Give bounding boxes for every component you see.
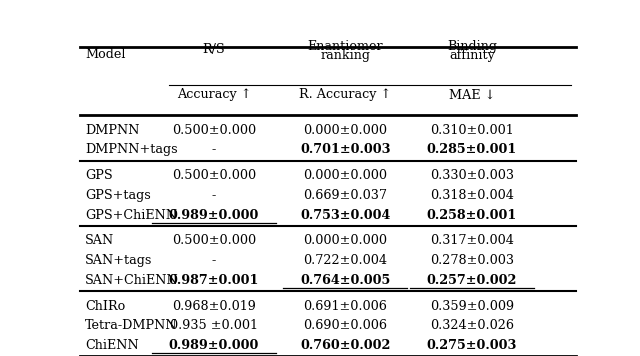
Text: 0.285±0.001: 0.285±0.001 — [427, 143, 517, 156]
Text: 0.318±0.004: 0.318±0.004 — [430, 189, 514, 202]
Text: affinity: affinity — [449, 49, 495, 62]
Text: 0.500±0.000: 0.500±0.000 — [172, 169, 256, 182]
Text: Binding: Binding — [447, 40, 497, 53]
Text: 0.000±0.000: 0.000±0.000 — [303, 234, 387, 247]
Text: Model: Model — [85, 48, 125, 61]
Text: 0.500±0.000: 0.500±0.000 — [172, 234, 256, 247]
Text: ranking: ranking — [321, 49, 371, 62]
Text: 0.691±0.006: 0.691±0.006 — [303, 299, 387, 313]
Text: SAN+tags: SAN+tags — [85, 254, 152, 267]
Text: 0.764±0.005: 0.764±0.005 — [300, 274, 390, 287]
Text: 0.701±0.003: 0.701±0.003 — [300, 143, 390, 156]
Text: 0.968±0.019: 0.968±0.019 — [172, 299, 256, 313]
Text: 0.989±0.000: 0.989±0.000 — [169, 209, 259, 221]
Text: 0.330±0.003: 0.330±0.003 — [430, 169, 514, 182]
Text: 0.278±0.003: 0.278±0.003 — [430, 254, 514, 267]
Text: -: - — [212, 143, 216, 156]
Text: Accuracy ↑: Accuracy ↑ — [177, 89, 251, 101]
Text: 0.753±0.004: 0.753±0.004 — [300, 209, 390, 221]
Text: 0.359±0.009: 0.359±0.009 — [430, 299, 514, 313]
Text: -: - — [212, 189, 216, 202]
Text: Enantiomer: Enantiomer — [308, 40, 383, 53]
Text: R/S: R/S — [203, 43, 225, 56]
Text: MAE ↓: MAE ↓ — [449, 89, 495, 101]
Text: 0.000±0.000: 0.000±0.000 — [303, 169, 387, 182]
Text: SAN+ChiENN: SAN+ChiENN — [85, 274, 179, 287]
Text: DMPNN+tags: DMPNN+tags — [85, 143, 177, 156]
Text: 0.987±0.001: 0.987±0.001 — [169, 274, 259, 287]
Text: ChiENN: ChiENN — [85, 339, 139, 352]
Text: 0.760±0.002: 0.760±0.002 — [300, 339, 390, 352]
Text: 0.275±0.003: 0.275±0.003 — [427, 339, 517, 352]
Text: 0.310±0.001: 0.310±0.001 — [430, 124, 514, 137]
Text: 0.722±0.004: 0.722±0.004 — [303, 254, 387, 267]
Text: 0.257±0.002: 0.257±0.002 — [427, 274, 517, 287]
Text: 0.690±0.006: 0.690±0.006 — [303, 319, 387, 332]
Text: GPS+ChiENN: GPS+ChiENN — [85, 209, 177, 221]
Text: GPS+tags: GPS+tags — [85, 189, 150, 202]
Text: SAN: SAN — [85, 234, 114, 247]
Text: 0.989±0.000: 0.989±0.000 — [169, 339, 259, 352]
Text: 0.258±0.001: 0.258±0.001 — [427, 209, 517, 221]
Text: 0.317±0.004: 0.317±0.004 — [430, 234, 514, 247]
Text: 0.000±0.000: 0.000±0.000 — [303, 124, 387, 137]
Text: GPS: GPS — [85, 169, 113, 182]
Text: 0.500±0.000: 0.500±0.000 — [172, 124, 256, 137]
Text: DMPNN: DMPNN — [85, 124, 140, 137]
Text: 0.669±0.037: 0.669±0.037 — [303, 189, 387, 202]
Text: 0.324±0.026: 0.324±0.026 — [430, 319, 514, 332]
Text: Tetra-DMPNN: Tetra-DMPNN — [85, 319, 177, 332]
Text: -: - — [212, 254, 216, 267]
Text: R. Accuracy ↑: R. Accuracy ↑ — [300, 89, 392, 101]
Text: 0.935 ±0.001: 0.935 ±0.001 — [170, 319, 258, 332]
Text: ChIRo: ChIRo — [85, 299, 125, 313]
